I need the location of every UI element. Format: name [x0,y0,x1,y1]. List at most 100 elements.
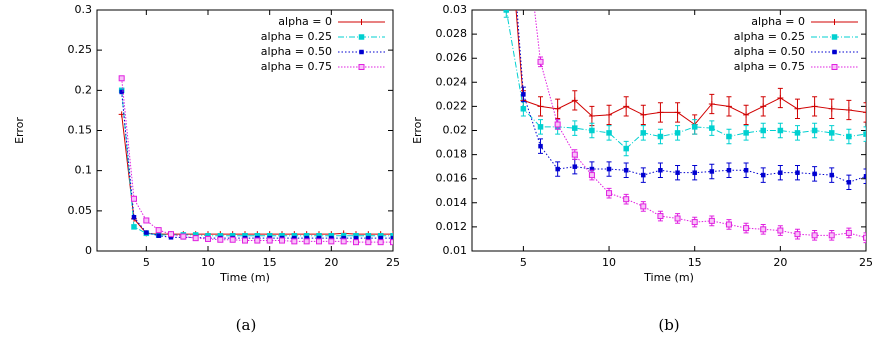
marker [377,239,384,246]
marker [726,133,732,140]
y-tick-label: 0.026 [436,51,468,64]
y-tick-label: 0.3 [75,3,93,16]
marker [828,105,835,112]
marker [709,125,715,131]
y-tick-label: 0 [85,244,92,257]
legend-marker [358,34,365,40]
marker [192,235,199,242]
legend-label: alpha = 0.25 [261,30,332,43]
y-tick-label: 0.03 [443,3,468,16]
marker [708,217,715,224]
legend-marker [358,64,365,70]
marker [709,169,715,174]
marker [588,113,595,120]
series-line [121,78,393,243]
marker [657,213,664,220]
marker [328,238,335,245]
y-axis-label: Error [411,117,424,144]
y-tick-label: 0.15 [68,124,93,137]
marker [606,166,612,172]
legend-label: alpha = 0.50 [261,45,332,58]
marker [743,168,749,173]
marker [571,97,578,104]
marker [291,238,298,245]
y-tick-label: 0.016 [436,172,468,185]
marker [143,217,150,224]
marker [242,237,248,244]
x-tick-label: 10 [602,256,616,269]
series-line [516,10,866,183]
marker [777,94,784,101]
marker [316,238,322,245]
marker [863,174,866,179]
y-tick-label: 0.02 [443,124,468,137]
marker [521,92,526,97]
y-tick-label: 0.012 [436,220,468,233]
marker [674,130,681,136]
marker [828,232,835,239]
marker [131,224,137,230]
marker [503,10,510,13]
marker [691,124,698,130]
marker [623,168,629,173]
y-tick-label: 0.022 [436,99,468,112]
legend-label: alpha = 0.25 [734,30,805,43]
marker [537,103,544,110]
x-tick-label: 20 [773,256,787,269]
legend-symbol [358,64,365,70]
marker [640,111,647,118]
marker [217,236,224,243]
legend-label: alpha = 0 [278,15,332,28]
marker [606,111,613,118]
error-bar [863,102,866,123]
marker [641,172,646,178]
marker [119,89,124,95]
marker [572,125,578,131]
marker [279,237,285,244]
marker [863,131,866,137]
x-tick-label: 10 [201,256,215,269]
marker [760,103,767,110]
error-bar [863,126,866,142]
x-axis-label: Time (m) [219,271,270,284]
marker [863,234,866,241]
marker [743,225,750,232]
legend-marker [831,19,838,25]
marker [829,172,834,178]
marker [811,232,818,239]
marker [554,105,561,112]
series-line [534,10,866,239]
marker [743,111,750,118]
marker [812,171,817,177]
marker [554,121,561,128]
marker [589,127,595,134]
marker [794,231,801,238]
marker [606,190,613,197]
marker [725,103,732,110]
marker [743,130,749,136]
marker [777,227,784,234]
marker [777,127,784,134]
error-bar [863,232,866,244]
marker [537,58,544,65]
marker [555,166,560,172]
marker [811,127,818,134]
marker [623,196,630,203]
caption: (b) [658,316,679,334]
marker [537,124,544,130]
y-tick-label: 0.1 [75,164,93,177]
marker [365,239,372,246]
marker [340,238,347,245]
marker [845,229,852,236]
marker [390,232,393,239]
marker [845,107,852,114]
marker [828,130,835,136]
marker [390,235,393,241]
marker [571,151,578,158]
y-tick-label: 0.014 [436,196,468,209]
marker [674,109,681,116]
x-tick-label: 15 [688,256,702,269]
y-tick-label: 0.018 [436,148,468,161]
x-axis-label: Time (m) [643,271,694,284]
